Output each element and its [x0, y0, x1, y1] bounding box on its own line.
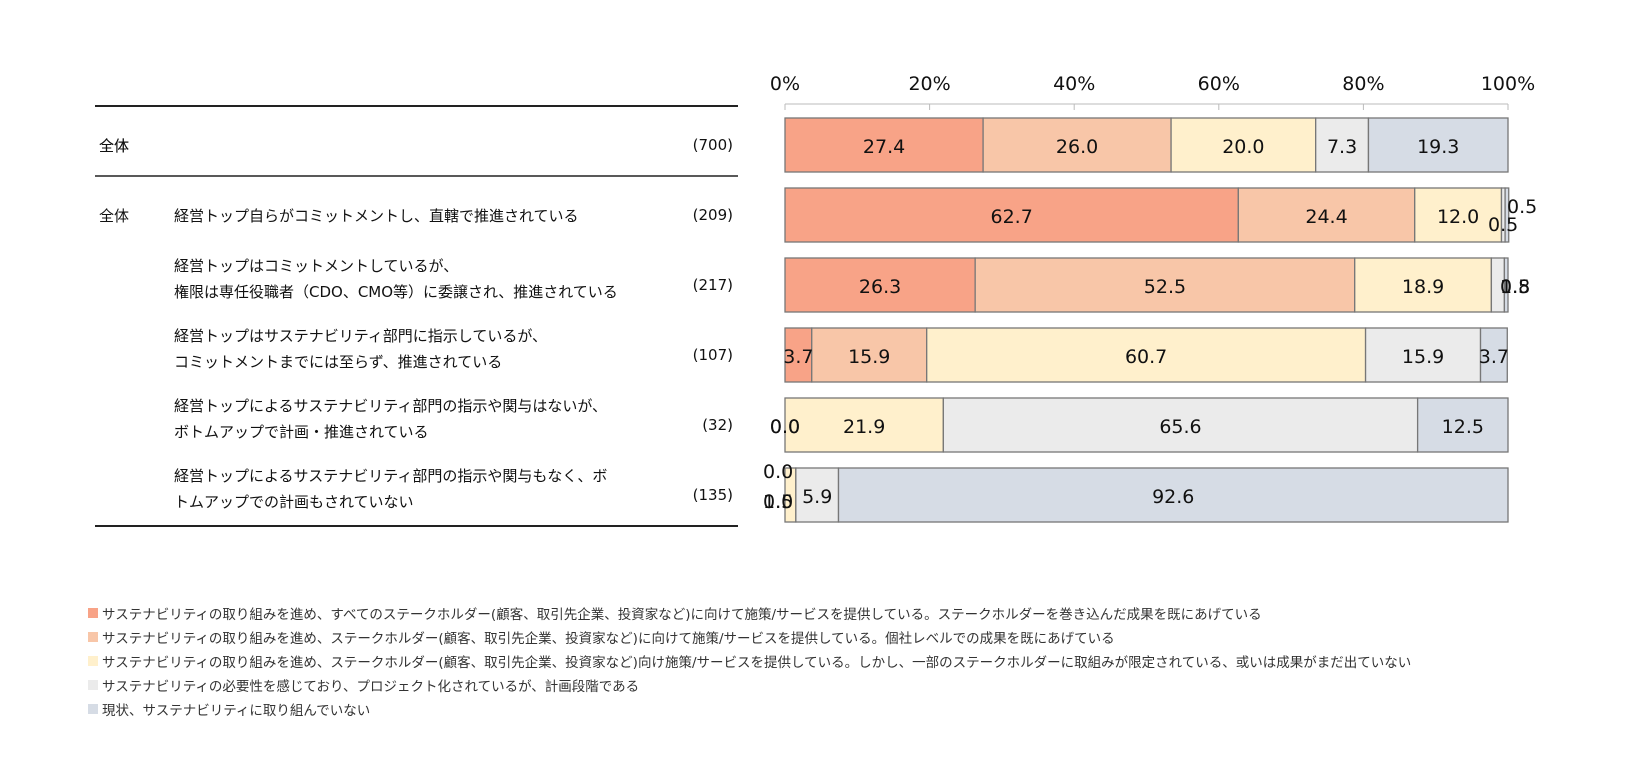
bar-segment [1416, 397, 1509, 453]
data-label: 1.5 [763, 491, 793, 513]
data-label: 18.9 [1402, 276, 1444, 298]
bar-segment [1354, 257, 1493, 313]
data-label: 62.7 [991, 206, 1033, 228]
row-label: 権限は専任役職者（CDO、CMO等）に委譲され、推進されている [174, 283, 618, 301]
row-label: 経営トップによるサステナビリティ部門の指示や関与はないが、 [174, 397, 607, 415]
legend-label: サステナビリティの取り組みを進め、ステークホルダー(顧客、取引先企業、投資家など… [102, 655, 1412, 671]
bar-segment [784, 187, 1239, 243]
legend-item: サステナビリティの取り組みを進め、すべてのステークホルダー(顧客、取引先企業、投… [88, 601, 1411, 625]
row-group-label: 全体 [99, 137, 129, 155]
bar-segment [784, 327, 813, 383]
data-label: 7.3 [1327, 136, 1357, 158]
data-label: 3.7 [1479, 346, 1509, 368]
row-sample-size: (32) [702, 416, 733, 434]
data-label: 92.6 [1152, 486, 1194, 508]
bar-segment [1170, 117, 1317, 173]
bar-segment [982, 117, 1172, 173]
data-label: 12.0 [1437, 206, 1479, 228]
legend-item: サステナビリティの取り組みを進め、ステークホルダー(顧客、取引先企業、投資家など… [88, 625, 1411, 649]
legend-swatch [88, 608, 98, 618]
data-label: 0.0 [763, 491, 793, 513]
data-label: 52.5 [1144, 276, 1186, 298]
bar-segment [784, 117, 984, 173]
data-label: 26.3 [859, 276, 901, 298]
data-label: 12.5 [1442, 416, 1484, 438]
row-label: トムアップでの計画もされていない [174, 493, 414, 511]
legend-label: サステナビリティの取り組みを進め、すべてのステークホルダー(顧客、取引先企業、投… [102, 607, 1262, 623]
data-label: 24.4 [1305, 206, 1347, 228]
data-label: 1.8 [1500, 276, 1530, 298]
legend-swatch [88, 656, 98, 666]
data-label: 20.0 [1222, 136, 1264, 158]
x-tick-label: 100% [1481, 73, 1535, 95]
row-label: 経営トップ自らがコミットメントし、直轄で推進されている [174, 207, 579, 225]
data-label: 15.9 [1402, 346, 1444, 368]
bar-segment [1367, 117, 1509, 173]
legend-item: サステナビリティの必要性を感じており、プロジェクト化されているが、計画段階である [88, 673, 1411, 697]
data-label: 0.0 [770, 416, 800, 438]
x-tick-label: 0% [770, 73, 800, 95]
bar-segment [974, 257, 1356, 313]
data-label: 15.9 [848, 346, 890, 368]
legend-item: サステナビリティの取り組みを進め、ステークホルダー(顧客、取引先企業、投資家など… [88, 649, 1411, 673]
bar-segment [926, 327, 1367, 383]
row-group-label: 全体 [99, 207, 129, 225]
data-label: 21.9 [843, 416, 885, 438]
legend-label: サステナビリティの取り組みを進め、ステークホルダー(顧客、取引先企業、投資家など… [102, 631, 1115, 647]
row-label: 経営トップはサステナビリティ部門に指示しているが、 [174, 327, 547, 345]
legend-swatch [88, 632, 98, 642]
row-sample-size: (107) [693, 346, 733, 364]
row-label: 全体 [99, 137, 129, 155]
bar-segment [784, 257, 976, 313]
legend-swatch [88, 680, 98, 690]
legend-label: 現状、サステナビリティに取り組んでいない [102, 703, 371, 719]
chart-legend: サステナビリティの取り組みを進め、すべてのステークホルダー(顧客、取引先企業、投… [88, 601, 1411, 721]
row-label: 経営トップによるサステナビリティ部門の指示や関与もなく、ボ [174, 467, 607, 485]
bar-segment [784, 397, 944, 453]
row-sample-size: (135) [693, 486, 733, 504]
row-sample-size: (209) [693, 206, 733, 224]
bar-segment [1364, 327, 1482, 383]
data-label: 27.4 [863, 136, 905, 158]
data-label: 0.0 [770, 416, 800, 438]
bar-segment [837, 467, 1509, 523]
data-label: 0.5 [1488, 214, 1518, 236]
legend-swatch [88, 704, 98, 714]
row-label: コミットメントまでには至らず、推進されている [174, 353, 502, 371]
x-tick-label: 40% [1053, 73, 1095, 95]
x-tick-label: 80% [1342, 73, 1384, 95]
bar-segment [1503, 257, 1509, 313]
data-label: 60.7 [1125, 346, 1167, 368]
x-tick-label: 20% [908, 73, 950, 95]
legend-label: サステナビリティの必要性を感じており、プロジェクト化されているが、計画段階である [102, 679, 640, 695]
legend-item: 現状、サステナビリティに取り組んでいない [88, 697, 1411, 721]
bar-segment [1315, 117, 1370, 173]
bar-segment [811, 327, 928, 383]
bar-segment [795, 467, 840, 523]
data-label: 3.7 [783, 346, 813, 368]
data-label: 19.3 [1417, 136, 1459, 158]
row-sample-size: (700) [693, 136, 733, 154]
bar-segment [1414, 187, 1503, 243]
row-sample-size: (217) [693, 276, 733, 294]
row-label: ボトムアップで計画・推進されている [174, 423, 429, 441]
x-tick-label: 60% [1198, 73, 1240, 95]
bar-segment [942, 397, 1419, 453]
data-label: 0.5 [1507, 196, 1537, 218]
data-label: 65.6 [1159, 416, 1201, 438]
data-label: 0.5 [1500, 276, 1530, 298]
data-label: 5.9 [802, 486, 832, 508]
bar-segment [1504, 187, 1510, 243]
bar-segment [1479, 327, 1508, 383]
row-label: 経営トップはコミットメントしているが、 [174, 257, 458, 275]
bar-segment [1237, 187, 1416, 243]
data-label: 26.0 [1056, 136, 1098, 158]
data-label: 0.0 [763, 461, 793, 483]
